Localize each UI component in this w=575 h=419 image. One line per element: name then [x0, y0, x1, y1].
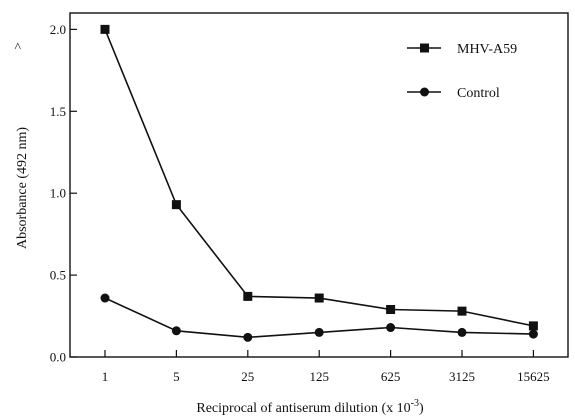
legend-item: MHV-A59 [407, 42, 517, 57]
series-mhv-a59 [100, 24, 538, 331]
legend-marker [420, 87, 429, 97]
data-point [243, 291, 253, 301]
data-point [314, 327, 324, 337]
legend-label: Control [457, 86, 500, 101]
data-point [386, 304, 396, 314]
x-tick-label: 125 [309, 369, 329, 384]
data-point [528, 329, 538, 339]
legend-label: MHV-A59 [457, 42, 517, 57]
y-tick-label: 2.0 [50, 22, 66, 37]
data-point [100, 24, 110, 34]
x-axis-label-main: Reciprocal of antiserum dilution (x 10 [196, 401, 410, 416]
x-tick-label: 15625 [517, 369, 550, 384]
legend: MHV-A59 Control [407, 42, 517, 101]
x-tick-label: 3125 [449, 369, 475, 384]
y-axis-top-marker: > [10, 42, 25, 49]
plot-frame [69, 12, 569, 358]
x-axis-ticks: 1 5 25 125 625 3125 15625 [102, 350, 550, 384]
x-tick-label: 25 [241, 369, 254, 384]
data-series [100, 24, 538, 342]
data-point [243, 332, 253, 342]
x-axis-label: Reciprocal of antiserum dilution (x 10-3… [196, 398, 424, 416]
y-tick-label: 1.0 [50, 186, 66, 201]
legend-marker [420, 43, 429, 53]
data-point [457, 306, 467, 316]
data-point [457, 327, 467, 337]
data-point [171, 326, 181, 336]
data-point [100, 293, 110, 303]
y-tick-label: 0.5 [50, 268, 66, 283]
x-tick-label: 1 [102, 369, 109, 384]
y-axis-ticks: 0.0 0.5 1.0 1.5 2.0 [50, 22, 77, 365]
data-point [171, 200, 181, 210]
legend-item: Control [407, 86, 500, 101]
y-axis-label: Absorbance (492 nm) [15, 127, 30, 249]
series-line [104, 29, 534, 327]
x-tick-label: 625 [381, 369, 401, 384]
y-tick-label: 0.0 [50, 350, 66, 365]
x-axis-label-suffix: ) [419, 401, 424, 416]
axes [69, 12, 569, 358]
series-control [100, 293, 538, 342]
y-tick-label: 1.5 [50, 104, 66, 119]
data-point [528, 321, 538, 331]
x-tick-label: 5 [173, 369, 180, 384]
x-axis-label-exponent: -3 [411, 398, 419, 409]
data-point [386, 323, 396, 333]
data-point [314, 293, 324, 303]
